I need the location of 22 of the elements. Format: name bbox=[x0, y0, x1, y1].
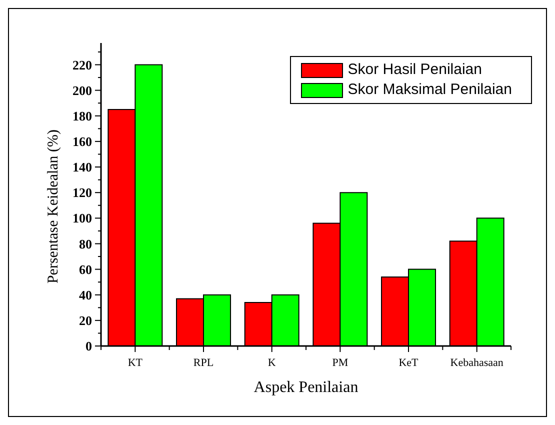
x-axis-title: Aspek Penilaian bbox=[254, 379, 358, 396]
y-tick-label: 200 bbox=[72, 82, 92, 98]
y-tick-label: 40 bbox=[79, 287, 92, 302]
x-tick-label: Kebahasaan bbox=[450, 356, 504, 369]
y-tick-label: 140 bbox=[72, 160, 92, 175]
x-tick-label: RPL bbox=[193, 356, 214, 369]
x-tick-label: PM bbox=[332, 356, 348, 369]
y-tick-label: 180 bbox=[72, 108, 92, 124]
x-tick-label: KeT bbox=[398, 356, 419, 369]
y-axis-title: Persentase Keidealan (%) bbox=[45, 129, 62, 284]
legend-label: Skor Maksimal Penilaian bbox=[348, 80, 512, 100]
y-tick-label: 80 bbox=[79, 236, 92, 252]
y-tick-label: 20 bbox=[79, 312, 92, 328]
x-tick-label: KT bbox=[128, 356, 143, 369]
y-tick-label: 60 bbox=[79, 262, 92, 277]
y-tick-label: 0 bbox=[86, 338, 92, 354]
y-tick-label: 100 bbox=[72, 210, 92, 226]
y-tick-label: 120 bbox=[72, 185, 92, 200]
y-tick-label: 160 bbox=[72, 134, 92, 149]
x-tick-label: K bbox=[268, 356, 276, 369]
legend-label: Skor Hasil Penilaian bbox=[348, 60, 482, 80]
y-tick-label: 220 bbox=[72, 57, 92, 72]
